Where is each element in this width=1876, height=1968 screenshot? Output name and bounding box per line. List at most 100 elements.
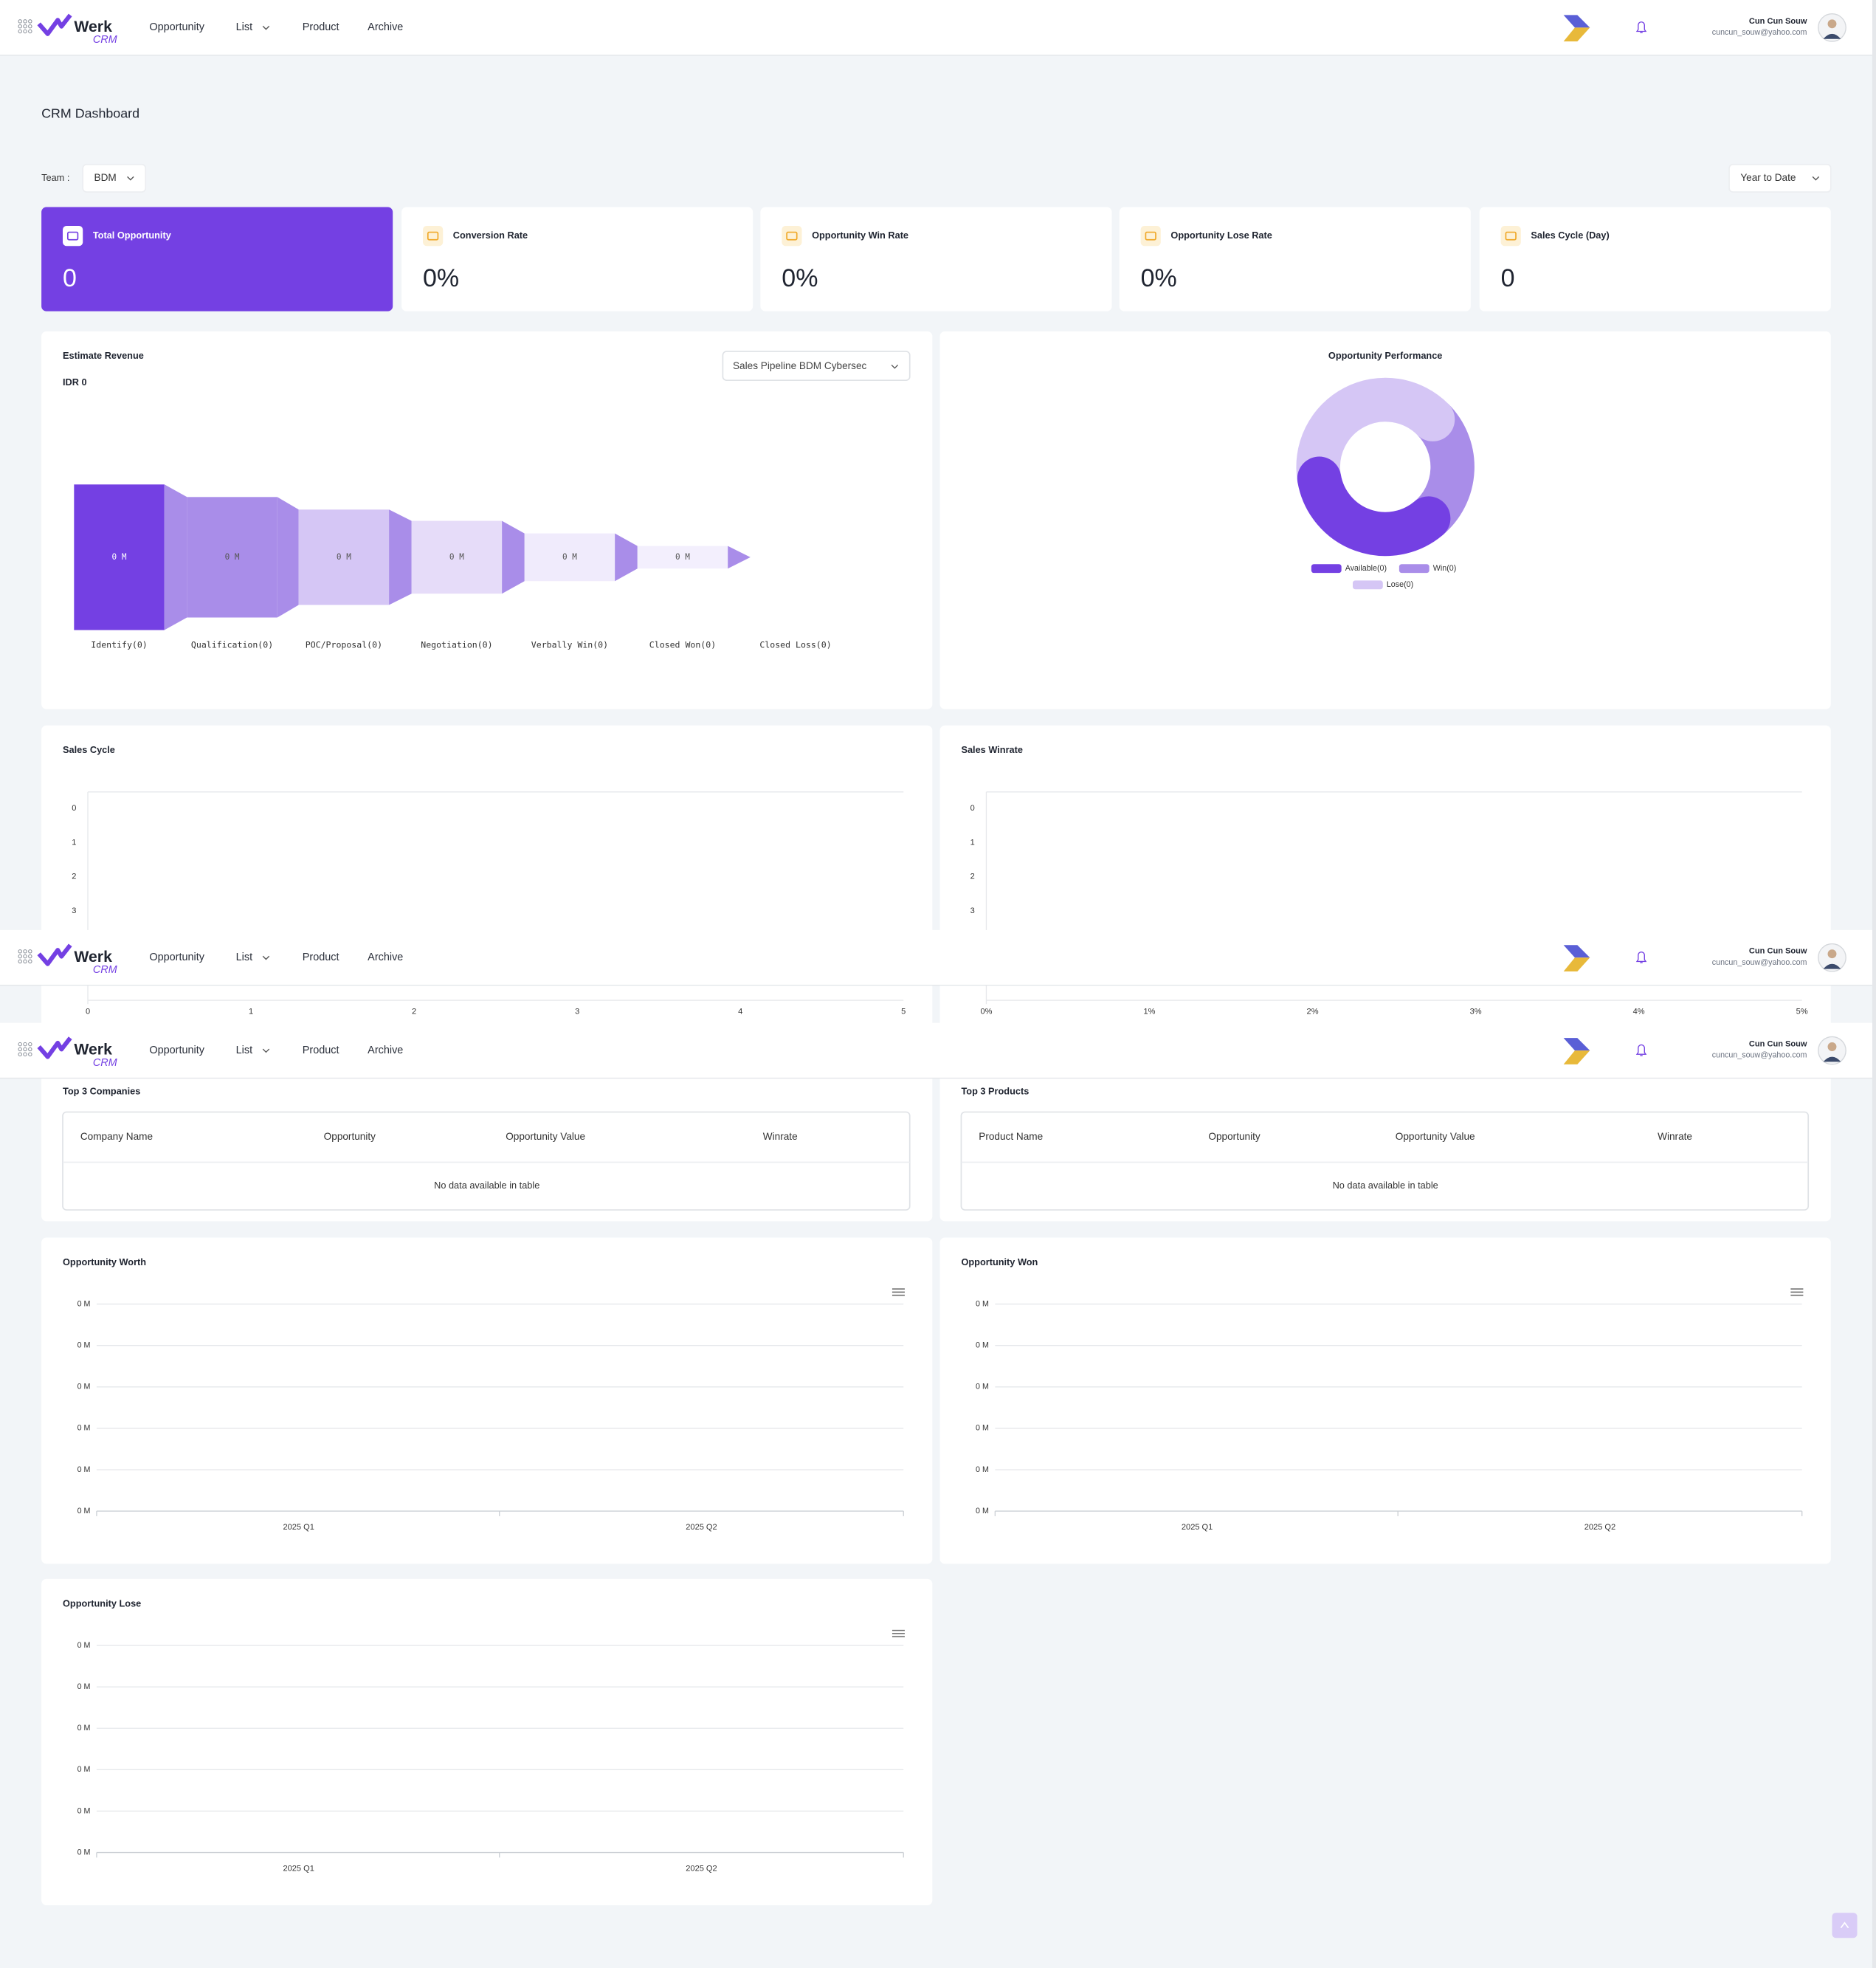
table-header: Company Name (80, 1131, 153, 1142)
apps-icon[interactable] (28, 1052, 32, 1056)
apps-icon[interactable] (28, 949, 32, 954)
user-avatar-head (1827, 19, 1837, 29)
apps-icon[interactable] (23, 24, 27, 29)
nav-menu-item[interactable]: List (236, 1045, 252, 1056)
brand-name: Werk (74, 18, 112, 35)
apps-icon[interactable] (23, 1042, 27, 1047)
apps-icon[interactable] (28, 1042, 32, 1047)
apps-icon[interactable] (28, 24, 32, 29)
table (960, 1111, 1810, 1211)
nav-menu-item[interactable]: List (236, 21, 252, 33)
table-header: Opportunity Value (1396, 1131, 1475, 1142)
funnel-connector (164, 484, 187, 630)
apps-icon[interactable] (28, 954, 32, 959)
apps-icon[interactable] (23, 959, 27, 964)
nav-menu-item[interactable]: Product (303, 21, 339, 33)
y-tick-label: 0 M (77, 1641, 91, 1650)
apps-icon[interactable] (18, 29, 22, 34)
apps-icon[interactable] (18, 1042, 22, 1047)
navbar (0, 929, 1872, 985)
apps-icon[interactable] (28, 1047, 32, 1052)
nav-menu-item[interactable]: Product (303, 952, 339, 963)
period-value[interactable]: Year to Date (1740, 172, 1796, 183)
funnel-stage-label: Identify(0) (91, 639, 147, 650)
brand-name: Werk (74, 948, 112, 966)
pipeline-select[interactable] (722, 351, 911, 382)
partner-logo (1563, 1038, 1590, 1051)
kpi-icon-glyph (786, 231, 798, 241)
apps-icon[interactable] (18, 1052, 22, 1056)
opportunity-worth-panel (41, 1237, 933, 1564)
apps-icon[interactable] (18, 24, 22, 29)
apps-icon[interactable] (23, 29, 27, 34)
partner-logo (1563, 945, 1590, 958)
funnel-connector (389, 509, 412, 605)
apps-icon[interactable] (18, 959, 22, 964)
panel-title: Opportunity Performance (1328, 350, 1442, 361)
brand-sub: CRM (93, 34, 118, 46)
nav-menu-item[interactable]: Archive (368, 21, 403, 33)
panel-title: Opportunity Won (961, 1256, 1038, 1267)
user-email: cuncun_souw@yahoo.com (1712, 1051, 1807, 1060)
nav-menu-item[interactable]: Opportunity (149, 952, 204, 963)
apps-icon[interactable] (23, 954, 27, 959)
apps-icon[interactable] (23, 19, 27, 24)
apps-icon[interactable] (28, 959, 32, 964)
funnel-value: 0 M (562, 552, 577, 562)
y-tick-label: 0 M (77, 1383, 91, 1391)
opportunity-lose-panel (41, 1578, 933, 1905)
funnel-arrow (728, 546, 751, 569)
y-tick-label: 0 M (77, 1341, 91, 1350)
apps-icon[interactable] (28, 19, 32, 24)
funnel-stage (298, 509, 390, 605)
apps-icon[interactable] (23, 949, 27, 954)
apps-icon[interactable] (23, 1052, 27, 1056)
apps-icon[interactable] (18, 949, 22, 954)
kpi-value: 0 (63, 264, 77, 292)
notification-bell[interactable] (1635, 1044, 1647, 1056)
kpi-label: Opportunity Lose Rate (1170, 230, 1272, 241)
y-tick-label: 0 M (77, 1465, 91, 1474)
legend-label: Lose(0) (1387, 580, 1413, 589)
x-tick-label: 2025 Q2 (686, 1523, 717, 1532)
apps-icon[interactable] (18, 954, 22, 959)
apps-icon[interactable] (18, 1047, 22, 1052)
pipeline-value[interactable]: Sales Pipeline BDM Cybersec (733, 360, 867, 371)
notification-bell[interactable] (1635, 21, 1647, 33)
y-tick-label: 0 M (976, 1341, 989, 1350)
nav-menu-item[interactable]: Archive (368, 952, 403, 963)
scrollbar (1872, 0, 1876, 1968)
apps-icon[interactable] (18, 19, 22, 24)
table (62, 1111, 911, 1211)
nav-menu-item[interactable]: Opportunity (149, 21, 204, 33)
nav-menu-item[interactable]: List (236, 952, 252, 963)
y-tick-label: 3 (72, 906, 76, 915)
team-value[interactable]: BDM (94, 172, 117, 183)
table-header: Opportunity Value (506, 1131, 585, 1142)
nav-menu-item[interactable]: Product (303, 1045, 339, 1056)
legend-label: Available(0) (1345, 564, 1387, 573)
brand-name: Werk (74, 1041, 112, 1059)
kpi-value: 0% (423, 264, 459, 292)
y-tick-label: 0 M (77, 1806, 91, 1815)
panel-title: Sales Winrate (961, 744, 1023, 755)
user-email: cuncun_souw@yahoo.com (1712, 28, 1807, 37)
funnel-stage-label: Negotiation(0) (421, 639, 492, 650)
nav-menu-item[interactable]: Opportunity (149, 1045, 204, 1056)
team-select[interactable] (82, 163, 147, 193)
nav-menu-item[interactable]: Archive (368, 1045, 403, 1056)
y-tick-label: 0 (72, 804, 76, 813)
kpi-icon (1140, 226, 1161, 247)
apps-icon[interactable] (23, 1047, 27, 1052)
apps-icon[interactable] (28, 29, 32, 34)
scroll-top-button[interactable] (1832, 1913, 1858, 1938)
x-tick-label: 2025 Q1 (283, 1865, 314, 1874)
period-select[interactable] (1728, 163, 1832, 193)
notification-bell[interactable] (1635, 951, 1647, 963)
kpi-value: 0% (782, 264, 818, 292)
y-tick-label: 0 M (77, 1299, 91, 1308)
y-tick-label: 1 (72, 838, 76, 847)
panel-title: Top 3 Companies (63, 1086, 140, 1097)
funnel-value: 0 M (449, 552, 464, 562)
